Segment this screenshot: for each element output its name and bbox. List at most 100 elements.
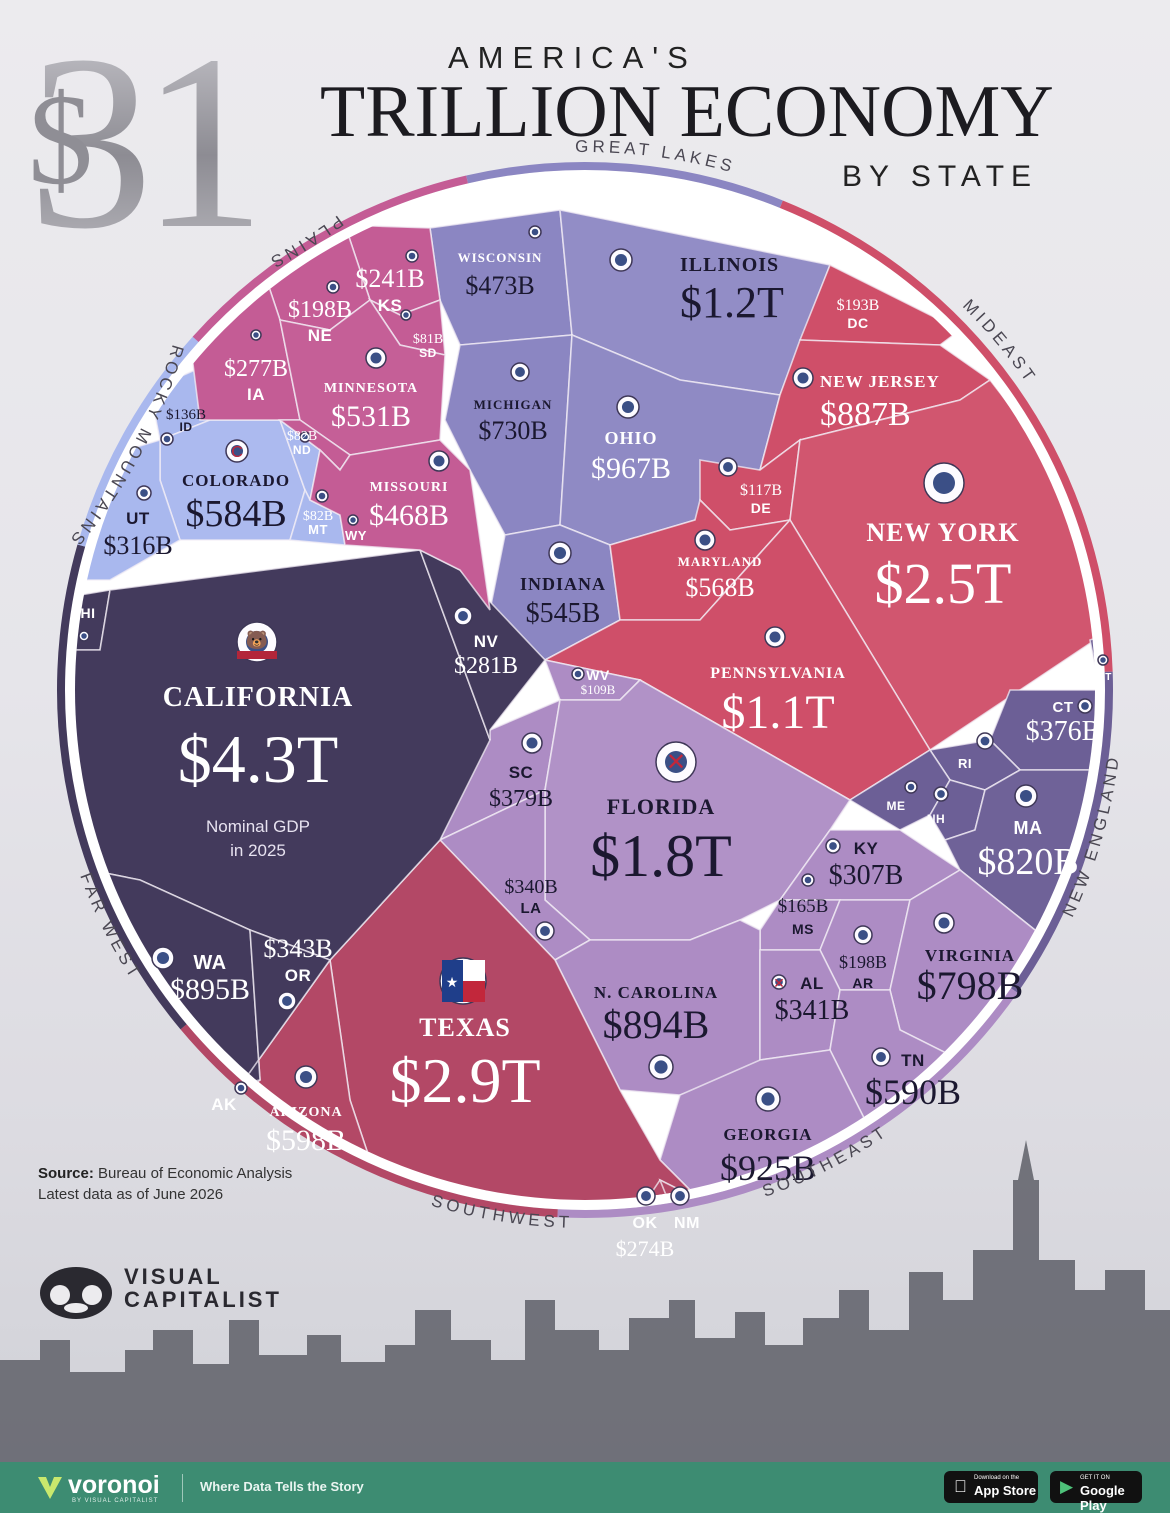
- apple-icon: : [954, 1477, 967, 1497]
- state-seal-icon: [804, 876, 812, 884]
- state-seal-icon: [858, 930, 868, 940]
- label-state-ne: NE: [308, 326, 333, 345]
- header-line-1: AMERICA'S: [448, 40, 697, 75]
- app-store-button[interactable]:  Download on the App Store: [944, 1471, 1038, 1503]
- texas-flag-white-icon: [463, 960, 485, 981]
- label-state-new-york: NEW YORK: [866, 518, 1019, 547]
- cell-missouri[interactable]: [309, 439, 491, 611]
- skyline-building: [40, 1340, 70, 1462]
- state-seal-icon: [156, 951, 170, 965]
- source-latest: Latest data as of June 2026: [38, 1186, 224, 1203]
- label-state-wisconsin: WISCONSIN: [458, 250, 543, 265]
- skyline-building: [1105, 1270, 1145, 1462]
- label-state-nd: ND: [293, 443, 311, 457]
- skyline-building: [153, 1330, 193, 1462]
- label-value-texas: $2.9T: [389, 1045, 540, 1116]
- skyline-building: [869, 1330, 909, 1462]
- state-seal-icon: [829, 842, 837, 850]
- state-seal-icon: [797, 372, 809, 384]
- state-seal-icon: [540, 926, 550, 936]
- state-seal-icon: [1100, 657, 1106, 663]
- google-play-icon: ▶: [1060, 1477, 1074, 1496]
- label-state-la: LA: [521, 900, 542, 917]
- label-state-maryland: MARYLAND: [678, 554, 763, 569]
- header-line-3: BY STATE: [842, 160, 1039, 193]
- label-value-ma: $820B: [977, 841, 1078, 883]
- skyline-building: [525, 1300, 555, 1462]
- label-state-wv: WV: [586, 667, 610, 683]
- label-state-new-jersey: NEW JERSEY: [820, 372, 940, 391]
- skyline-building: [1075, 1290, 1105, 1462]
- label-state-dc: DC: [847, 315, 868, 331]
- region-arc: [57, 544, 187, 1030]
- region-arc: [180, 1024, 558, 1218]
- label-state-ok: OK: [633, 1215, 658, 1232]
- label-state-virginia: VIRGINIA: [925, 946, 1015, 965]
- label-value-arizona: $598B: [266, 1124, 346, 1157]
- footer-brand-sub: BY VISUAL CAPITALIST: [72, 1498, 159, 1504]
- label-value-wa: $895B: [170, 973, 250, 1006]
- header-title: TRILLION ECONOMY: [320, 71, 1054, 153]
- region-arc: [1010, 671, 1113, 993]
- google-play-small-label: GET IT ON: [1080, 1475, 1110, 1481]
- skyline-building: [765, 1345, 803, 1462]
- skyline-building: [259, 1355, 307, 1462]
- google-play-button[interactable]: ▶ GET IT ON Google Play: [1050, 1471, 1142, 1513]
- state-seal-icon: [531, 228, 539, 236]
- footer-brand[interactable]: voronoi: [68, 1471, 160, 1499]
- label-state-california: CALIFORNIA: [163, 682, 353, 713]
- label-value-new-jersey: $887B: [820, 396, 911, 433]
- skyline-spire: [1018, 1140, 1034, 1180]
- label-value-or: $343B: [263, 934, 332, 963]
- label-state-indiana: INDIANA: [520, 574, 606, 594]
- label-value-nv: $281B: [454, 653, 518, 679]
- skyline-building: [125, 1350, 153, 1462]
- label-state-ar: AR: [852, 975, 873, 991]
- state-seal-icon: [163, 435, 171, 443]
- label-value-ky: $307B: [829, 860, 904, 891]
- label-state-sc: SC: [509, 763, 534, 782]
- source-label: Source:: [38, 1165, 94, 1182]
- california-annotation-line-1: Nominal GDP: [206, 817, 310, 836]
- label-state-tn: TN: [901, 1051, 925, 1070]
- skyline-building: [193, 1364, 229, 1462]
- label-state-or: OR: [285, 966, 312, 985]
- visual-capitalist-logo-icon: [40, 1267, 112, 1319]
- state-seal-icon: [675, 1191, 685, 1201]
- label-value-wisconsin: $473B: [465, 271, 534, 300]
- state-seal-icon: [246, 631, 268, 653]
- region-arc: [779, 200, 1113, 672]
- app-store-small-label: Download on the: [974, 1475, 1020, 1481]
- texas-star-icon: ★: [446, 974, 459, 990]
- label-state-missouri: MISSOURI: [370, 480, 449, 495]
- label-value-ia: $277B: [224, 356, 288, 382]
- skyline-building: [70, 1372, 125, 1462]
- skyline-building: [385, 1345, 415, 1462]
- label-state-colorado: COLORADO: [182, 471, 290, 490]
- state-seal-icon: [654, 1060, 668, 1074]
- skyline-building: [839, 1290, 869, 1462]
- label-value-colorado: $584B: [185, 493, 286, 535]
- label-value-california: $4.3T: [178, 721, 339, 797]
- state-seal-icon: [403, 312, 409, 318]
- label-value-michigan: $730B: [478, 416, 547, 445]
- footer-bar: voronoi BY VISUAL CAPITALIST Where Data …: [0, 1462, 1170, 1513]
- california-flag-stripe-icon: [237, 651, 277, 659]
- state-seal-icon: [1019, 789, 1033, 803]
- label-state-nh: NH: [927, 812, 945, 826]
- florida-cross-icon: ✕: [666, 749, 686, 776]
- state-seal-icon: [1081, 702, 1089, 710]
- region-arc: [466, 162, 783, 208]
- label-state-ky: KY: [854, 839, 879, 858]
- skyline-building: [341, 1362, 385, 1462]
- cell-n--carolina[interactable]: [553, 919, 761, 1096]
- label-state-ohio: OHIO: [604, 428, 657, 448]
- label-value-sd: $81B: [413, 332, 443, 347]
- label-state-georgia: GEORGIA: [723, 1125, 812, 1144]
- state-seal-icon: [933, 472, 955, 494]
- label-value-missouri: $468B: [369, 499, 449, 532]
- state-seal-icon: [237, 1084, 245, 1092]
- label-value-id: $136B: [166, 407, 206, 423]
- skyline-building: [599, 1350, 629, 1462]
